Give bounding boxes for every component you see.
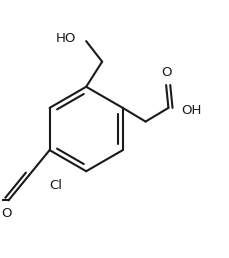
Text: OH: OH (180, 104, 200, 117)
Text: O: O (160, 66, 171, 79)
Text: O: O (1, 207, 11, 220)
Text: Cl: Cl (49, 179, 62, 192)
Text: HO: HO (55, 32, 76, 45)
